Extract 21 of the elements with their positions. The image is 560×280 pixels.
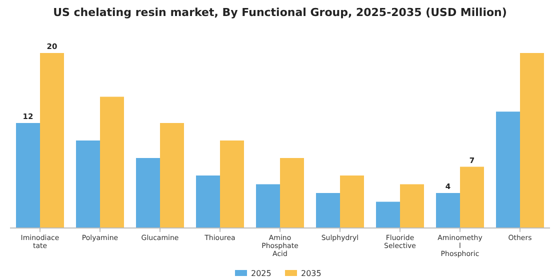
bar [196,176,220,228]
legend-label: 2025 [251,269,272,278]
bar [316,193,340,228]
bar [340,176,364,228]
chart-title: US chelating resin market, By Functional Group, 2025-2035 (USD Million) [53,6,507,19]
bar [376,202,400,228]
bar [400,184,424,228]
bar [136,158,160,228]
bar [16,123,40,228]
bar [160,123,184,228]
legend-label: 2035 [301,269,322,278]
bar [40,53,64,228]
bar [280,158,304,228]
bar [436,193,460,228]
bar [76,140,100,228]
bar [520,53,544,228]
bar [460,166,484,228]
bar [496,112,520,228]
bar [220,140,244,228]
bar [100,96,124,228]
bar [256,184,280,228]
